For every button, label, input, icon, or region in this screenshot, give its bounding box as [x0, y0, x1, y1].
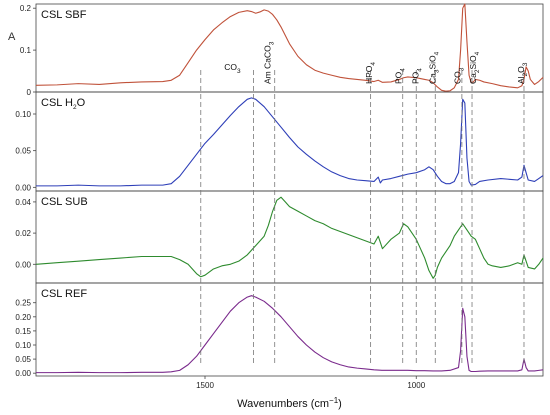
assignment-labels: CO3 Am CaCO3HPO4PO4PO4Ca3SiO4CO3Ca2SiO4Al… — [224, 41, 529, 84]
spectrum-line — [35, 196, 544, 279]
spectrum-line — [36, 97, 544, 187]
chart_data-assignments-6-parts-part: 3 — [459, 67, 466, 71]
chart_data-panels-0-name_parts-part: CSL SBF — [41, 9, 87, 21]
chart_data-assignments-4-parts-part: PO — [410, 71, 420, 84]
chart_data-assignments-3-parts-part: PO — [393, 71, 403, 84]
y-tick-label: 0.00 — [15, 260, 31, 269]
panel-title: CSL REF — [41, 288, 87, 300]
y-tick-label: 0.1 — [20, 46, 32, 55]
assignment-label: Am CaCO3 — [262, 41, 275, 84]
y-tick-label: 0.05 — [15, 355, 31, 364]
chart_data-assignments-1-parts-part: 3 — [268, 41, 275, 45]
panel-letter: A — [8, 31, 16, 43]
chart_data-assignments-0-parts-part: 3 — [237, 68, 241, 75]
chart_data-assignments-7-parts-part: 2 — [474, 69, 481, 73]
panel-3: 0.00 0.05 0.10 0.15 0.20 0.25 CSL REF — [15, 282, 544, 378]
x-tick-label: 1500 — [196, 381, 214, 390]
x-axis-title-part: ) — [338, 398, 342, 410]
assignment-label: CO3 — [224, 62, 241, 75]
panel-title: CSL SBF — [41, 9, 87, 21]
assignment-label: CO3 — [453, 67, 466, 84]
chart_data-assignments-6-parts-part: CO — [453, 71, 463, 84]
assignment-label: PO4 — [410, 68, 423, 84]
assignment-guide-lines — [200, 70, 525, 364]
chart_data-assignments-5-parts-part: 4 — [433, 51, 440, 55]
panel-title: CSL H2O — [41, 97, 86, 111]
panel-1: 0.00 0.05 0.10 CSL H2O — [15, 91, 544, 192]
panel-title: CSL SUB — [41, 196, 88, 208]
assignment-label: PO4 — [393, 68, 406, 84]
assignment-label: Ca3SiO4 — [427, 51, 440, 84]
chart_data-panels-2-name_parts-part: CSL SUB — [41, 196, 88, 208]
chart_data-panels-3-name_parts-part: CSL REF — [41, 288, 87, 300]
y-tick-label: 0.10 — [15, 110, 31, 119]
y-tick-label: 0.15 — [15, 327, 31, 336]
panel-0: 0 0.1 0.2 CSL SBF — [20, 3, 544, 97]
y-tick-label: 0.00 — [15, 369, 31, 378]
panel-2: 0.00 0.02 0.04 CSL SUB — [15, 190, 544, 284]
chart_data-assignments-5-parts-part: SiO — [427, 55, 437, 70]
x-axis: 1500 1000 — [196, 376, 426, 390]
y-tick-label: 0.2 — [20, 4, 32, 13]
x-axis-title-part: −1 — [329, 396, 339, 405]
chart_data-assignments-2-parts-part: HPO — [364, 65, 374, 84]
chart_data-panels-1-name_parts-part: CSL H — [41, 97, 73, 109]
x-axis-title: Wavenumbers (cm−1) — [237, 396, 342, 410]
panel-frame — [35, 282, 544, 377]
x-tick-label: 1000 — [407, 381, 425, 390]
y-tick-label: 0.04 — [15, 198, 31, 207]
y-tick-label: 0.10 — [15, 341, 31, 350]
y-tick-label: 0.05 — [15, 147, 31, 156]
assignment-label: Al2O3 — [516, 62, 529, 84]
chart_data-assignments-7-parts-part: SiO — [468, 55, 478, 70]
chart_data-assignments-1-parts-part: Am CaCO — [262, 45, 272, 84]
chart_data-assignments-7-parts-part: Ca — [468, 73, 478, 84]
y-tick-label: 0.25 — [15, 299, 31, 308]
chart_data-assignments-8-parts-part: 3 — [522, 62, 529, 66]
assignment-label: HPO4 — [364, 62, 377, 84]
chart_data-assignments-8-parts-part: Al — [516, 76, 526, 84]
y-tick-label: 0.20 — [15, 313, 31, 322]
chart_data-assignments-2-parts-part: 4 — [370, 62, 377, 66]
assignment-label: Ca2SiO4 — [468, 51, 481, 84]
chart_data-assignments-5-parts-part: 3 — [433, 69, 440, 73]
chart_data-assignments-8-parts-part: 2 — [522, 72, 529, 76]
spectrum-line — [35, 3, 544, 92]
y-tick-label: 0 — [27, 88, 32, 97]
panel-frame — [35, 91, 544, 192]
y-tick-label: 0.02 — [15, 229, 31, 238]
chart_data-panels-1-name_parts-part: O — [77, 97, 86, 109]
x-axis-title-part: Wavenumbers (cm — [237, 398, 329, 410]
y-tick-label: 0.00 — [15, 183, 31, 192]
chart_data-assignments-8-parts-part: O — [516, 66, 526, 73]
chart_data-assignments-0-parts-part: CO — [224, 62, 237, 72]
chart_data-assignments-4-parts-part: 4 — [416, 68, 423, 72]
spectrum-line — [36, 295, 544, 374]
chart_data-assignments-3-parts-part: 4 — [399, 68, 406, 72]
chart_data-panels-1-name_parts-part: 2 — [73, 104, 77, 111]
chart_data-assignments-7-parts-part: 4 — [474, 51, 481, 55]
panel-frame — [35, 190, 544, 284]
chart_data-assignments-5-parts-part: Ca — [427, 73, 437, 84]
